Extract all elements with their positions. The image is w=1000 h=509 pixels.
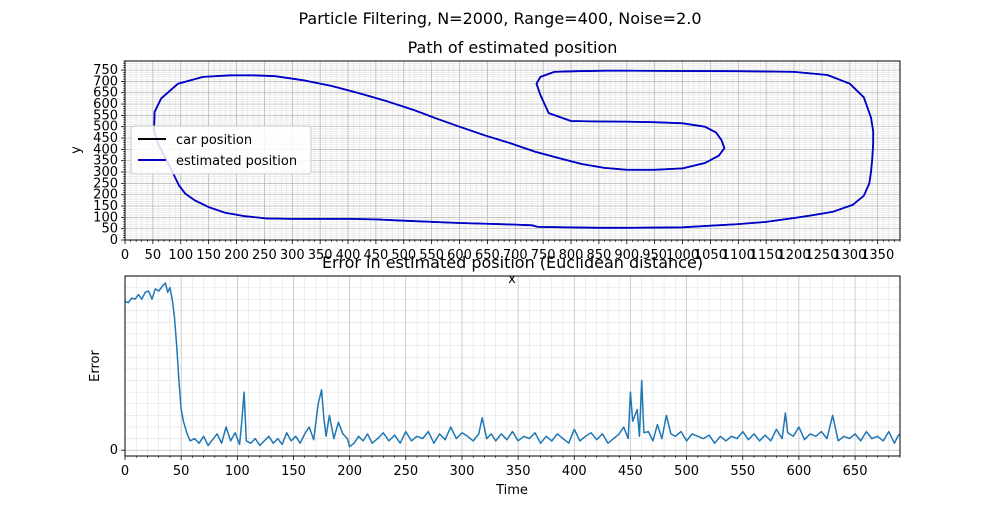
path-tick-label-x: 650 [475, 248, 500, 263]
legend-box [130, 125, 312, 175]
path-tick-label-y: 350 [93, 154, 118, 169]
error-series [124, 282, 901, 448]
path-tick-label-x: 550 [419, 248, 444, 263]
legend-car-label: car position [176, 133, 252, 148]
path-tick-label-x: 400 [336, 248, 361, 263]
path-tick-label-y: 100 [93, 210, 118, 225]
path-tick-label-x: 700 [503, 248, 528, 263]
error-line [124, 282, 901, 448]
path-ticks: 0 50 100 150 200 250 300 350 400 450 500 550 600 650 7… [93, 60, 901, 263]
path-tick-label-x: 800 [559, 248, 584, 263]
error-tick-label-x: 450 [618, 464, 643, 479]
error-tick-label-x: 150 [281, 464, 306, 479]
path-chart-title: Path of estimated position [408, 38, 618, 57]
path-tick-label-y: 450 [93, 131, 118, 146]
path-tick-label-y: 400 [93, 142, 118, 157]
path-tick-label-x: 950 [642, 248, 667, 263]
path-tick-label-y: 0 [110, 233, 118, 248]
path-tick-label-x: 500 [391, 248, 416, 263]
path-tick-label-x: 250 [252, 248, 277, 263]
path-tick-label-x: 1150 [750, 248, 783, 263]
path-chart: Path of estimated position 0 50 100 150 200 2… [69, 38, 901, 287]
path-tick-label-x: 0 [121, 248, 129, 263]
path-tick-label-x: 300 [280, 248, 305, 263]
path-tick-label-y: 250 [93, 176, 118, 191]
error-tick-label-x: 350 [506, 464, 531, 479]
path-tick-label-x: 350 [308, 248, 333, 263]
error-tick-label-x: 100 [225, 464, 250, 479]
error-tick-label-y: 0 [110, 443, 118, 458]
path-tick-label-x: 1300 [833, 248, 866, 263]
error-tick-label-x: 50 [173, 464, 190, 479]
path-tick-label-x: 1050 [694, 248, 727, 263]
path-tick-label-y: 550 [93, 108, 118, 123]
error-x-axis-label: Time [495, 483, 528, 498]
error-tick-label-x: 600 [786, 464, 811, 479]
path-plot-frame [124, 60, 901, 241]
path-tick-label-y: 500 [93, 120, 118, 135]
path-tick-label-y: 700 [93, 74, 118, 89]
path-tick-label-y: 300 [93, 165, 118, 180]
path-legend: car position estimated position [130, 125, 312, 175]
path-tick-label-x: 850 [587, 248, 612, 263]
error-tick-label-x: 200 [337, 464, 362, 479]
error-tick-label-x: 250 [393, 464, 418, 479]
path-tick-label-x: 200 [224, 248, 249, 263]
legend-estimate-label: estimated position [176, 154, 297, 169]
path-x-axis-label: x [508, 272, 516, 287]
error-grid [124, 276, 901, 456]
path-tick-label-x: 1200 [778, 248, 811, 263]
error-tick-label-x: 0 [121, 464, 129, 479]
path-tick-label-x: 900 [614, 248, 639, 263]
path-tick-label-y: 150 [93, 199, 118, 214]
path-tick-label-x: 1000 [666, 248, 699, 263]
path-tick-label-x: 100 [168, 248, 193, 263]
path-tick-label-y: 650 [93, 86, 118, 101]
error-tick-label-x: 300 [450, 464, 475, 479]
figure-suptitle: Particle Filtering, N=2000, Range=400, N… [298, 9, 701, 28]
error-ticks: 0 50 100 150 200 250 300 350 400 450 500 550 600 650 0 [110, 443, 901, 479]
error-tick-label-x: 400 [562, 464, 587, 479]
path-series [153, 69, 875, 229]
path-tick-label-y: 50 [101, 222, 118, 237]
error-tick-label-x: 650 [843, 464, 868, 479]
path-tick-label-x: 1250 [805, 248, 838, 263]
error-y-axis-label: Error [88, 350, 103, 382]
path-tick-label-x: 600 [447, 248, 472, 263]
path-tick-label-x: 1350 [861, 248, 894, 263]
error-chart-title: Error in estimated position (Euclidean d… [322, 253, 703, 272]
estimated-position-line [153, 69, 875, 229]
path-tick-label-x: 1100 [722, 248, 755, 263]
error-tick-label-x: 500 [674, 464, 699, 479]
error-plot-frame [124, 275, 901, 457]
path-grid [124, 60, 901, 241]
error-chart: 0 50 100 150 200 250 300 350 400 450 500 550 600 6500… [88, 253, 901, 498]
path-tick-label-y: 750 [93, 63, 118, 78]
path-tick-label-y: 200 [93, 188, 118, 203]
path-tick-label-x: 450 [363, 248, 388, 263]
path-tick-label-x: 750 [531, 248, 556, 263]
error-tick-label-x: 550 [730, 464, 755, 479]
path-y-axis-label: y [69, 146, 84, 154]
path-tick-label-x: 50 [145, 248, 162, 263]
path-tick-label-x: 150 [196, 248, 221, 263]
path-tick-label-y: 600 [93, 97, 118, 112]
